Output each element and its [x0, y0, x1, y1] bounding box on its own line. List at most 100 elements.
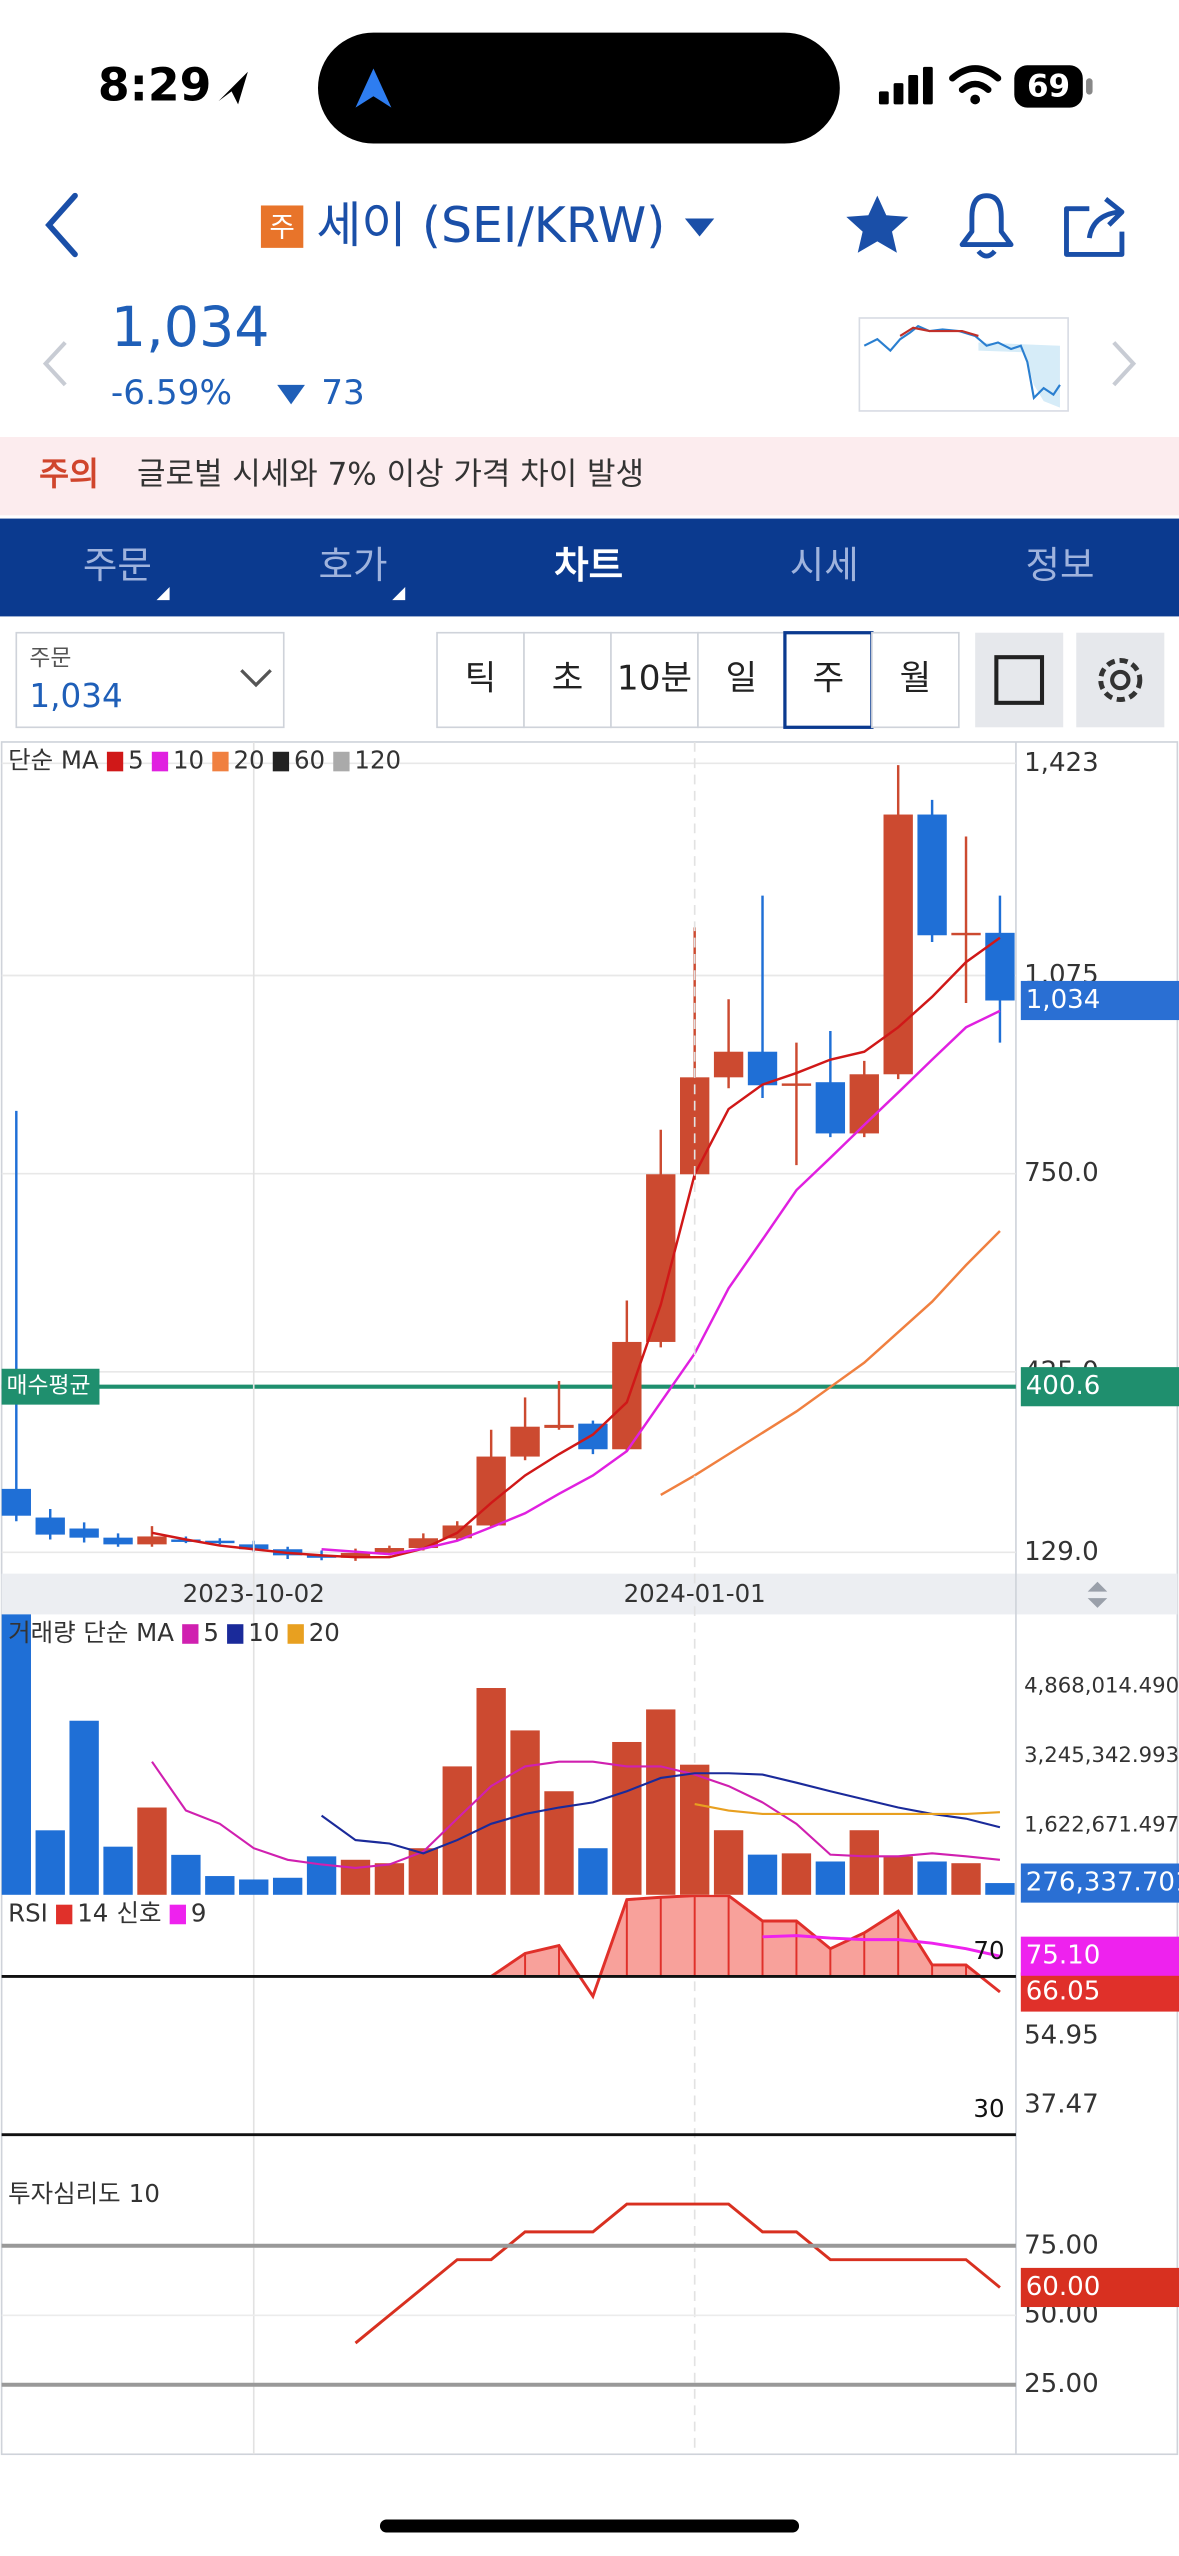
value-box-label: 1,034 — [1026, 985, 1101, 1015]
candle-body — [35, 1517, 65, 1535]
legend-label: 단순 MA — [8, 746, 99, 775]
interval-label: 주 — [813, 659, 844, 699]
volume-bar — [849, 1830, 879, 1895]
candle-body — [103, 1537, 133, 1545]
badge: 주 — [269, 210, 295, 243]
title-dropdown[interactable] — [684, 218, 715, 237]
value-box-label: 60.00 — [1026, 2272, 1101, 2302]
legend-swatch — [212, 751, 229, 772]
legend-label: 5 — [203, 1618, 219, 1647]
alert-button[interactable] — [959, 193, 1014, 259]
value-box — [1020, 2267, 1179, 2308]
volume-bar — [883, 1856, 913, 1895]
tab[interactable]: 정보 — [1025, 543, 1094, 587]
interval-button[interactable] — [871, 631, 960, 729]
notice-label: 주의 — [39, 455, 99, 493]
settings-icon-core — [1110, 669, 1131, 691]
interval-button[interactable] — [783, 631, 874, 729]
legend-swatch — [169, 1904, 186, 1925]
legend-swatch — [106, 751, 124, 772]
legend-label: 거래량 단순 MA — [8, 1618, 174, 1647]
battery — [1014, 65, 1083, 108]
candle-body — [917, 814, 947, 936]
order-select[interactable] — [15, 631, 285, 729]
order-dropdown[interactable] — [240, 669, 272, 688]
rsi-fill — [491, 1895, 1000, 1977]
panel-layer — [1, 1614, 1015, 1895]
legend-label: 20 — [309, 1618, 340, 1647]
next-button[interactable] — [1112, 341, 1137, 387]
home-indicator — [379, 2519, 800, 2533]
favorite-button[interactable] — [846, 195, 909, 253]
legend-label: 9 — [191, 1898, 207, 1927]
notice-bar — [0, 437, 1179, 516]
tab[interactable]: 시세 — [790, 543, 859, 587]
ma-line — [321, 1009, 1001, 1556]
interval-button[interactable] — [610, 631, 699, 729]
value-box-label: 400.6 — [1026, 1371, 1101, 1401]
candle-body — [510, 1426, 540, 1457]
island-icon — [355, 68, 392, 108]
interval-button[interactable] — [436, 631, 525, 729]
legend-swatch — [333, 751, 350, 772]
order-price: 1,034 — [29, 677, 122, 715]
candle-body — [137, 1536, 167, 1545]
candle-body — [815, 1082, 846, 1134]
volume-ma-line — [320, 1772, 1001, 1855]
notice-text: 글로벌 시세와 7% 이상 가격 차이 발생 — [137, 457, 644, 493]
series-line — [490, 1894, 1001, 2000]
tab[interactable]: 호가 — [319, 543, 388, 587]
candle-body — [69, 1528, 99, 1538]
volume-bar — [137, 1807, 167, 1895]
wifi-icon — [949, 65, 1002, 93]
draw-button[interactable] — [975, 632, 1064, 728]
volume-bar — [205, 1876, 235, 1895]
legend-label: 10 — [129, 2179, 160, 2208]
legend-label: 60 — [294, 746, 325, 775]
tab[interactable]: 차트 — [554, 543, 623, 587]
legend-swatch — [56, 1904, 73, 1925]
mini-chart-line-up — [899, 326, 979, 337]
settings-button[interactable] — [1076, 632, 1165, 728]
candle-body — [781, 1083, 812, 1086]
signal-icon — [878, 66, 933, 105]
interval-label: 10분 — [617, 659, 692, 699]
volume-ma-line — [151, 1760, 1001, 1869]
candle-body — [747, 1051, 778, 1086]
interval-button[interactable] — [697, 631, 786, 729]
down-arrow — [277, 384, 305, 405]
candle-body — [646, 1174, 676, 1342]
volume-bar — [680, 1764, 710, 1895]
avg-label-bg — [1, 1368, 100, 1405]
tab[interactable]: 주문 — [83, 543, 152, 587]
candle-body — [612, 1341, 642, 1450]
volume-bar — [272, 1877, 303, 1895]
y-tick-label: 54.95 — [1024, 2020, 1099, 2050]
x-tick-label: 2023-10-02 — [183, 1579, 325, 1608]
y-tick-label: 37.47 — [1024, 2090, 1099, 2120]
y-tick-label: 75.00 — [1024, 2230, 1099, 2260]
level-label: 70 — [973, 1936, 1004, 1965]
back-button[interactable] — [45, 192, 78, 258]
avg-label: 매수평균 — [7, 1373, 91, 1399]
plot: 2023-10-022024-01-01129.0425.0750.01,075… — [1, 741, 1179, 2455]
legend-label: 5 — [128, 746, 144, 775]
prev-button[interactable] — [42, 341, 67, 387]
value-box — [1020, 1367, 1179, 1407]
page-title[interactable]: 세이 (SEI/KRW) — [316, 197, 665, 254]
y-tick-label: 1,622,671.497 — [1024, 1811, 1179, 1836]
value-box-label: 276,337.701 — [1026, 1868, 1179, 1898]
series-line — [762, 1934, 1001, 1958]
volume-bar — [171, 1854, 201, 1895]
share-button[interactable] — [1064, 197, 1125, 257]
value-box-label: 75.10 — [1026, 1941, 1101, 1971]
resize-handle[interactable] — [1087, 1581, 1108, 1608]
interval-label: 틱 — [465, 659, 496, 699]
volume-bar — [985, 1883, 1015, 1895]
candle-body — [544, 1424, 574, 1428]
volume-bar — [374, 1863, 405, 1895]
status-time: 8:29 — [98, 59, 212, 112]
legend-swatch — [182, 1624, 199, 1644]
candle-body — [951, 932, 981, 936]
